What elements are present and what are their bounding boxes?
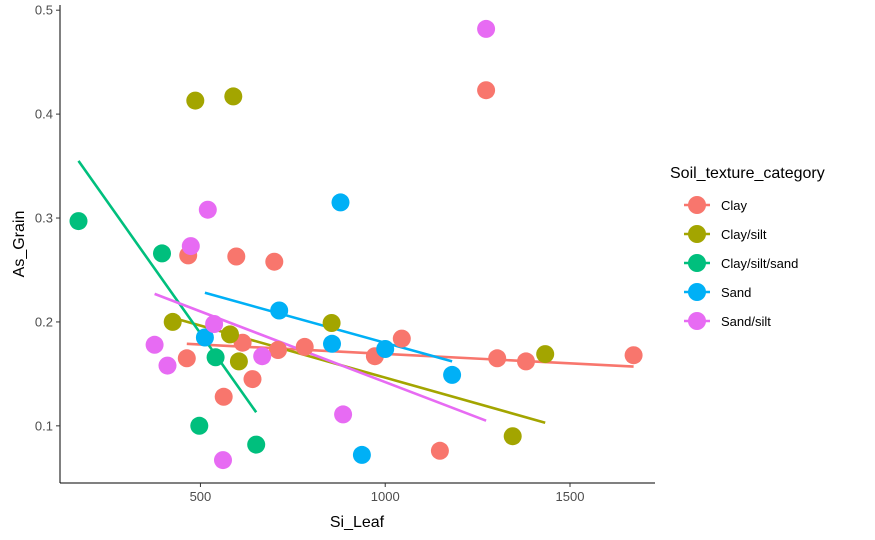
legend-key-clay-silt-sand: Clay/silt/sand — [684, 254, 798, 272]
legend-point-swatch — [688, 283, 706, 301]
x-tick-label: 1500 — [556, 489, 585, 504]
point-sand-silt — [214, 451, 232, 470]
legend-point-swatch — [688, 196, 706, 214]
point-clay — [430, 441, 449, 460]
point-clay — [243, 370, 262, 389]
point-sand — [376, 340, 395, 358]
data-points — [69, 19, 643, 470]
legend-point-swatch — [688, 225, 706, 243]
y-axis-title: As_Grain — [11, 211, 28, 278]
point-sand — [443, 365, 462, 384]
point-clay-silt-sand — [206, 348, 225, 367]
point-sand-silt — [253, 347, 272, 366]
y-tick-label: 0.1 — [35, 418, 53, 433]
point-clay-silt — [221, 325, 239, 344]
point-clay-silt-sand — [153, 244, 171, 263]
point-clay — [177, 349, 196, 368]
point-clay — [517, 352, 535, 371]
legend-label: Sand/silt — [721, 314, 771, 329]
point-sand-silt — [181, 237, 200, 256]
point-clay — [295, 337, 314, 356]
point-clay — [265, 252, 284, 271]
point-sand-silt — [145, 335, 164, 354]
y-tick-label: 0.3 — [35, 211, 53, 226]
point-sand-silt — [477, 19, 496, 38]
legend-point-swatch — [688, 312, 706, 330]
x-axis-ticks: 500 1000 1500 — [190, 483, 585, 504]
y-tick-label: 0.5 — [35, 3, 53, 18]
point-clay-silt-sand — [247, 435, 266, 454]
point-clay — [477, 81, 496, 100]
legend: Soil_texture_category Clay Clay/silt Clay/… — [670, 165, 825, 330]
y-axis-ticks: 0.1 0.2 0.3 0.4 0.5 — [35, 3, 60, 433]
legend-key-clay-silt: Clay/silt — [684, 225, 767, 243]
trend-line-sand-silt — [154, 292, 487, 422]
legend-label: Clay/silt — [721, 227, 767, 242]
x-tick-label: 1000 — [371, 489, 400, 504]
point-sand — [323, 334, 341, 353]
legend-key-clay: Clay — [684, 196, 748, 214]
point-sand — [352, 445, 371, 464]
point-clay-silt — [229, 352, 248, 371]
legend-key-sand: Sand — [684, 283, 751, 301]
point-clay — [392, 329, 411, 348]
point-sand-silt — [198, 200, 217, 219]
y-tick-label: 0.4 — [35, 107, 53, 122]
point-clay-silt — [322, 314, 341, 332]
trend-line-clay-silt-sand — [77, 160, 258, 414]
point-clay — [624, 346, 643, 365]
point-sand-silt — [334, 405, 353, 424]
point-clay — [269, 341, 287, 359]
legend-point-swatch — [688, 254, 706, 272]
point-clay-silt — [536, 345, 555, 364]
point-sand-silt — [205, 315, 224, 333]
point-clay-silt — [503, 427, 522, 446]
axes — [59, 5, 655, 484]
legend-label: Sand — [721, 285, 751, 300]
point-sand-silt — [158, 356, 177, 375]
point-sand — [270, 301, 289, 320]
legend-label: Clay/silt/sand — [721, 256, 798, 271]
point-sand — [331, 193, 350, 212]
trend-lines — [77, 160, 634, 424]
point-clay-silt — [186, 91, 205, 110]
point-sand — [195, 328, 214, 347]
point-clay-silt-sand — [190, 416, 209, 435]
y-tick-label: 0.2 — [35, 314, 53, 329]
x-tick-label: 500 — [190, 489, 212, 504]
point-clay — [227, 247, 246, 266]
point-clay — [214, 387, 233, 406]
legend-title: Soil_texture_category — [670, 165, 825, 182]
legend-label: Clay — [721, 198, 748, 213]
legend-key-sand-silt: Sand/silt — [684, 312, 771, 330]
point-clay-silt-sand — [69, 212, 88, 231]
point-clay-silt — [224, 87, 243, 106]
point-clay — [488, 349, 507, 368]
point-clay-silt — [163, 312, 182, 331]
x-axis-title: Si_Leaf — [330, 514, 385, 531]
